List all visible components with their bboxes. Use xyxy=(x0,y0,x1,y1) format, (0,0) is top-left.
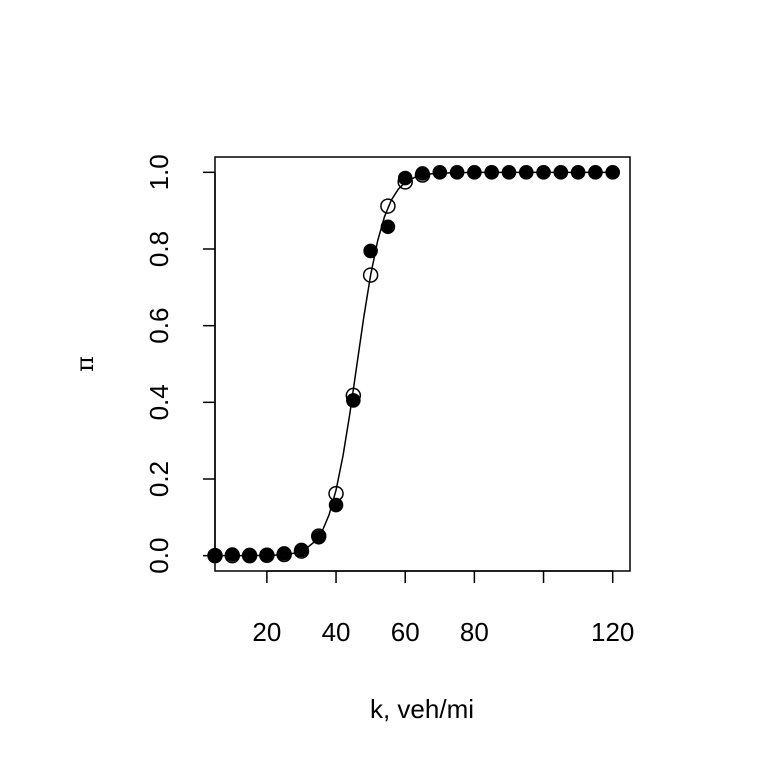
filled-point xyxy=(415,166,430,181)
x-axis: 20 40 60 80 120 xyxy=(252,570,634,647)
y-tick-label: 0.2 xyxy=(144,461,174,497)
y-tick-label: 1.0 xyxy=(144,154,174,190)
filled-point xyxy=(467,165,482,180)
filled-point xyxy=(276,546,292,561)
filled-point xyxy=(346,393,361,408)
filled-point xyxy=(518,165,534,180)
x-tick-label: 20 xyxy=(252,617,281,647)
filled-point xyxy=(328,497,344,513)
filled-point xyxy=(605,165,621,180)
filled-point xyxy=(484,165,499,180)
y-tick-label: 0.4 xyxy=(144,384,174,420)
filled-point xyxy=(224,547,240,562)
x-axis-title: k, veh/mi xyxy=(370,694,474,724)
filled-point xyxy=(449,165,465,180)
y-tick-label: 0.8 xyxy=(144,231,174,267)
fitted-curve xyxy=(215,171,613,557)
filled-point xyxy=(207,548,223,563)
y-tick-label: 0.0 xyxy=(144,538,174,574)
filled-point xyxy=(570,165,586,180)
filled-point xyxy=(588,165,603,180)
open-point xyxy=(362,267,379,283)
filled-point xyxy=(259,547,275,563)
x-tick-label: 80 xyxy=(460,617,489,647)
x-tick-label: 120 xyxy=(591,617,634,647)
series-layer xyxy=(207,165,621,564)
x-tick-label: 40 xyxy=(322,617,351,647)
filled-point xyxy=(536,165,551,180)
filled-point xyxy=(294,542,309,558)
open-point xyxy=(380,198,396,214)
y-axis: 0.0 0.2 0.4 0.6 0.8 1.0 xyxy=(144,154,216,574)
y-axis-title: π xyxy=(71,356,99,372)
filled-point xyxy=(501,165,517,180)
filled-point xyxy=(311,529,327,545)
plot-frame xyxy=(214,156,631,572)
filled-point xyxy=(380,219,396,235)
y-tick-label: 0.6 xyxy=(144,308,174,344)
filled-point xyxy=(397,170,413,186)
filled-point xyxy=(553,165,569,180)
x-tick-label: 60 xyxy=(391,617,420,647)
filled-point xyxy=(363,243,378,259)
filled-point xyxy=(432,165,448,180)
filled-point xyxy=(242,547,257,563)
